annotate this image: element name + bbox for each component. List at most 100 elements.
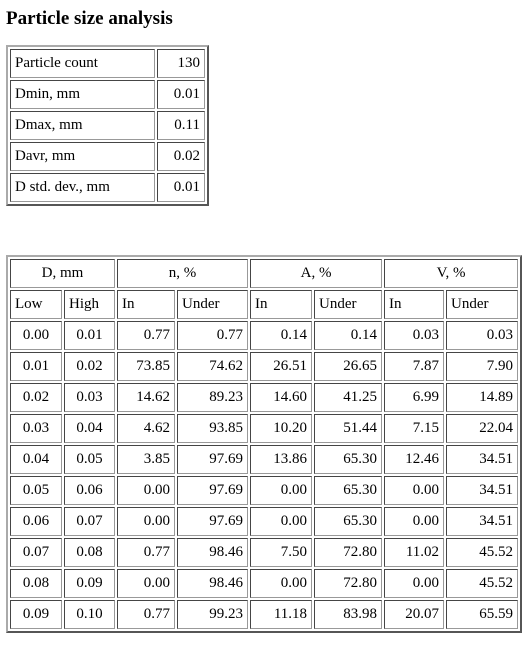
header-column: High xyxy=(64,290,116,319)
data-cell: 72.80 xyxy=(314,569,383,598)
data-cell: 4.62 xyxy=(117,414,176,443)
header-column: In xyxy=(384,290,445,319)
data-cell: 0.03 xyxy=(446,321,519,350)
summary-label: Davr, mm xyxy=(10,142,155,171)
summary-row: Davr, mm 0.02 xyxy=(10,142,205,171)
data-row: 0.04 0.05 3.85 97.69 13.86 65.30 12.46 34.51 xyxy=(10,445,519,474)
data-cell: 99.23 xyxy=(177,600,249,629)
data-cell: 0.14 xyxy=(250,321,313,350)
summary-label: Dmax, mm xyxy=(10,111,155,140)
summary-table: Particle count 130 Dmin, mm 0.01 Dmax, mm 0.1… xyxy=(6,45,209,206)
data-cell: 0.77 xyxy=(117,321,176,350)
data-cell: 7.87 xyxy=(384,352,445,381)
data-cell: 0.00 xyxy=(384,476,445,505)
header-column: Under xyxy=(446,290,519,319)
header-column-row: Low High In Under In Under In Under xyxy=(10,290,519,319)
header-group: V, % xyxy=(384,259,519,288)
data-cell: 14.89 xyxy=(446,383,519,412)
data-row: 0.06 0.07 0.00 97.69 0.00 65.30 0.00 34.51 xyxy=(10,507,519,536)
summary-label: D std. dev., mm xyxy=(10,173,155,202)
summary-value: 0.11 xyxy=(157,111,205,140)
summary-label: Particle count xyxy=(10,49,155,78)
summary-row: Particle count 130 xyxy=(10,49,205,78)
data-cell: 13.86 xyxy=(250,445,313,474)
data-cell: 34.51 xyxy=(446,445,519,474)
data-cell: 34.51 xyxy=(446,476,519,505)
data-cell: 0.10 xyxy=(64,600,116,629)
summary-value: 0.01 xyxy=(157,80,205,109)
data-row: 0.07 0.08 0.77 98.46 7.50 72.80 11.02 45.52 xyxy=(10,538,519,567)
data-cell: 0.00 xyxy=(384,507,445,536)
data-cell: 0.07 xyxy=(10,538,62,567)
data-cell: 65.30 xyxy=(314,476,383,505)
size-table: D, mm n, % A, % V, % Low High In Under In Under In… xyxy=(6,255,523,633)
data-cell: 72.80 xyxy=(314,538,383,567)
data-row: 0.09 0.10 0.77 99.23 11.18 83.98 20.07 65.59 xyxy=(10,600,519,629)
data-cell: 98.46 xyxy=(177,569,249,598)
data-cell: 10.20 xyxy=(250,414,313,443)
data-cell: 65.59 xyxy=(446,600,519,629)
data-cell: 6.99 xyxy=(384,383,445,412)
summary-value: 0.02 xyxy=(157,142,205,171)
data-cell: 20.07 xyxy=(384,600,445,629)
header-column: In xyxy=(250,290,313,319)
data-cell: 0.03 xyxy=(384,321,445,350)
data-cell: 0.14 xyxy=(314,321,383,350)
data-cell: 98.46 xyxy=(177,538,249,567)
data-cell: 0.02 xyxy=(64,352,116,381)
data-cell: 26.51 xyxy=(250,352,313,381)
data-cell: 51.44 xyxy=(314,414,383,443)
data-cell: 0.01 xyxy=(10,352,62,381)
data-cell: 11.18 xyxy=(250,600,313,629)
data-cell: 83.98 xyxy=(314,600,383,629)
data-cell: 97.69 xyxy=(177,476,249,505)
data-cell: 0.03 xyxy=(10,414,62,443)
header-group: n, % xyxy=(117,259,249,288)
data-cell: 45.52 xyxy=(446,538,519,567)
data-cell: 3.85 xyxy=(117,445,176,474)
header-group-row: D, mm n, % A, % V, % xyxy=(10,259,519,288)
data-row: 0.00 0.01 0.77 0.77 0.14 0.14 0.03 0.03 xyxy=(10,321,519,350)
data-cell: 0.09 xyxy=(64,569,116,598)
summary-row: Dmin, mm 0.01 xyxy=(10,80,205,109)
header-group: A, % xyxy=(250,259,383,288)
page-title: Particle size analysis xyxy=(6,8,173,29)
data-cell: 89.23 xyxy=(177,383,249,412)
data-cell: 74.62 xyxy=(177,352,249,381)
data-cell: 0.77 xyxy=(177,321,249,350)
data-cell: 14.62 xyxy=(117,383,176,412)
data-cell: 0.06 xyxy=(64,476,116,505)
data-cell: 7.15 xyxy=(384,414,445,443)
data-cell: 0.00 xyxy=(250,507,313,536)
data-cell: 0.09 xyxy=(10,600,62,629)
data-cell: 0.04 xyxy=(64,414,116,443)
data-cell: 34.51 xyxy=(446,507,519,536)
header-column: Under xyxy=(314,290,383,319)
data-cell: 0.04 xyxy=(10,445,62,474)
data-row: 0.01 0.02 73.85 74.62 26.51 26.65 7.87 7.90 xyxy=(10,352,519,381)
data-cell: 0.00 xyxy=(10,321,62,350)
data-cell: 0.77 xyxy=(117,600,176,629)
data-cell: 0.05 xyxy=(64,445,116,474)
data-cell: 97.69 xyxy=(177,507,249,536)
data-row: 0.08 0.09 0.00 98.46 0.00 72.80 0.00 45.52 xyxy=(10,569,519,598)
data-cell: 0.02 xyxy=(10,383,62,412)
data-cell: 0.00 xyxy=(117,507,176,536)
data-cell: 0.00 xyxy=(117,569,176,598)
data-cell: 41.25 xyxy=(314,383,383,412)
data-cell: 7.50 xyxy=(250,538,313,567)
data-cell: 12.46 xyxy=(384,445,445,474)
data-cell: 0.08 xyxy=(10,569,62,598)
data-cell: 0.00 xyxy=(250,476,313,505)
data-cell: 0.00 xyxy=(117,476,176,505)
data-cell: 93.85 xyxy=(177,414,249,443)
data-row: 0.03 0.04 4.62 93.85 10.20 51.44 7.15 22.04 xyxy=(10,414,519,443)
summary-row: Dmax, mm 0.11 xyxy=(10,111,205,140)
data-cell: 0.01 xyxy=(64,321,116,350)
data-cell: 26.65 xyxy=(314,352,383,381)
data-cell: 7.90 xyxy=(446,352,519,381)
data-row: 0.05 0.06 0.00 97.69 0.00 65.30 0.00 34.51 xyxy=(10,476,519,505)
data-cell: 22.04 xyxy=(446,414,519,443)
data-cell: 0.06 xyxy=(10,507,62,536)
